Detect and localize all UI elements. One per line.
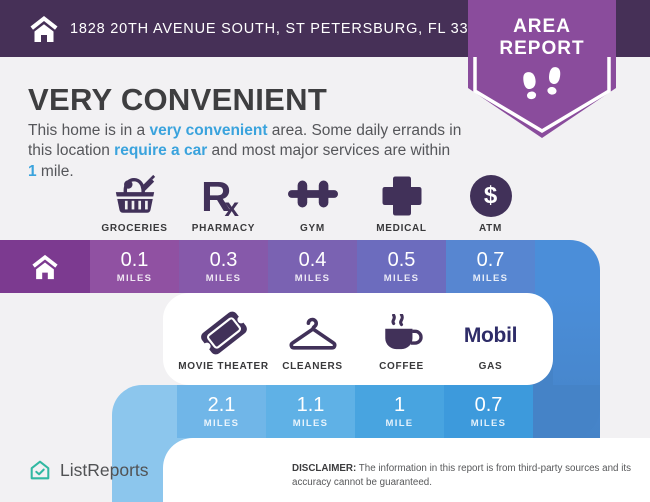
bar2-head [112,385,177,438]
disclaimer-text: DISCLAIMER: The information in this repo… [292,463,632,488]
medical-cross-icon [382,176,421,216]
footprints-icon [523,67,561,100]
listreports-house-icon [30,460,50,480]
amenity-groceries: GROCERIES [90,170,179,234]
area-report-badge: AREA REPORT [468,0,616,142]
highlight-require-a-car: require a car [114,142,208,160]
distance-pharmacy: 0.3 MILES [179,240,268,293]
distance-medical: 0.5 MILES [357,240,446,293]
distance-gym: 0.4 MILES [268,240,357,293]
distance-movie-theater: 2.1 MILES [177,385,266,438]
distance-gas: 0.7 MILES [444,385,533,438]
distance-bar-2: 2.1 MILES 1.1 MILES 1 MILE 0.7 MILES [112,385,600,438]
listreports-logo: ListReports [28,458,149,482]
home-marker-cell [0,240,90,293]
amenity-movie-theater: MOVIE THEATER [178,308,268,372]
amenity-gas: Mobil GAS [463,324,518,372]
distance-coffee: 1 MILE [355,385,444,438]
page-title: VERY CONVENIENT [28,82,328,117]
ticket-icon [200,311,247,355]
highlight-very-convenient: very convenient [149,122,268,139]
home-icon [32,254,58,279]
basket-icon [114,174,155,213]
bar1-tail [535,240,600,293]
amenity-coffee: COFFEE [357,308,446,372]
bar2-tail [533,385,600,438]
distance-cleaners: 1.1 MILES [266,385,355,438]
amenity-medical: MEDICAL [357,170,446,234]
connector-pipe-left [112,438,163,502]
amenity-atm: $ ATM [446,170,535,234]
amenity-row-2: MOVIE THEATER CLEANERS COFFEE [178,308,535,372]
distance-bar-1: 0.1 MILES 0.3 MILES 0.4 MILES 0.5 MILES 0.7 M… [0,240,600,293]
dumbbell-icon [287,180,338,208]
dollar-circle-icon: $ [469,175,512,217]
home-icon [30,15,58,42]
highlight-one: 1 [28,162,37,180]
footer-card [163,438,650,502]
summary-text: This home is in a very convenient area. … [28,122,462,180]
distance-atm: 0.7 MILES [446,240,535,293]
amenity-gym: GYM [268,170,357,234]
hanger-icon [289,317,336,350]
property-address: 1828 20TH AVENUE SOUTH, ST PETERSBURG, F… [70,20,495,37]
badge-title: AREA REPORT [499,16,585,60]
coffee-icon [384,314,423,350]
distance-groceries: 0.1 MILES [90,240,179,293]
amenity-cleaners: CLEANERS [268,308,357,372]
ribbon-shape [468,0,616,138]
mobil-logo: Mobil [463,324,518,347]
